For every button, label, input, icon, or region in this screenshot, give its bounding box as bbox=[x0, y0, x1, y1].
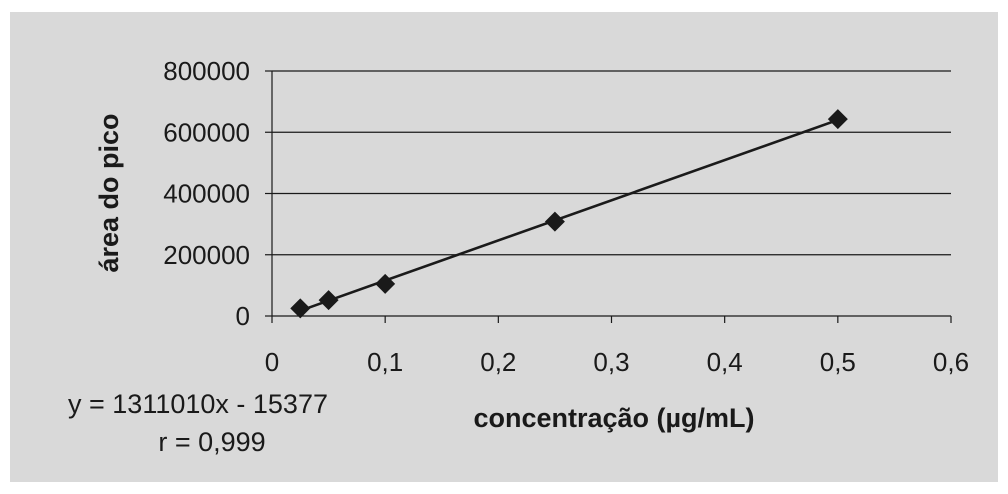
x-tick-labels: 0 0,1 0,2 0,3 0,4 0,5 0,6 bbox=[265, 347, 969, 377]
y-tick-label: 0 bbox=[236, 301, 250, 331]
y-tick-label: 200000 bbox=[163, 240, 250, 270]
data-point-marker bbox=[375, 273, 396, 294]
x-axis-title: concentração (µg/mL) bbox=[473, 403, 754, 433]
r-value-label: r = 0,999 bbox=[158, 427, 265, 457]
data-point-marker bbox=[318, 290, 339, 311]
y-tick-label: 800000 bbox=[163, 56, 250, 86]
x-tick-label: 0,4 bbox=[707, 347, 743, 377]
x-tick-label: 0,6 bbox=[933, 347, 969, 377]
axes bbox=[265, 70, 952, 323]
y-axis-title: área do pico bbox=[94, 113, 124, 272]
y-tick-labels: 0 200000 400000 600000 800000 bbox=[163, 56, 250, 331]
x-tick-label: 0 bbox=[265, 347, 279, 377]
x-tick-label: 0,3 bbox=[593, 347, 629, 377]
data-point-marker bbox=[827, 109, 848, 130]
y-tick-label: 400000 bbox=[163, 179, 250, 209]
x-tick-label: 0,1 bbox=[367, 347, 403, 377]
y-tick-label: 600000 bbox=[163, 117, 250, 147]
x-tick-label: 0,2 bbox=[480, 347, 516, 377]
gridlines bbox=[272, 70, 951, 256]
data-point-marker bbox=[544, 211, 565, 232]
x-tick-label: 0,5 bbox=[820, 347, 856, 377]
data-points bbox=[290, 109, 848, 319]
data-point-marker bbox=[290, 298, 311, 319]
chart-background bbox=[10, 12, 998, 482]
equation-label: y = 1311010x - 15377 bbox=[68, 389, 328, 419]
